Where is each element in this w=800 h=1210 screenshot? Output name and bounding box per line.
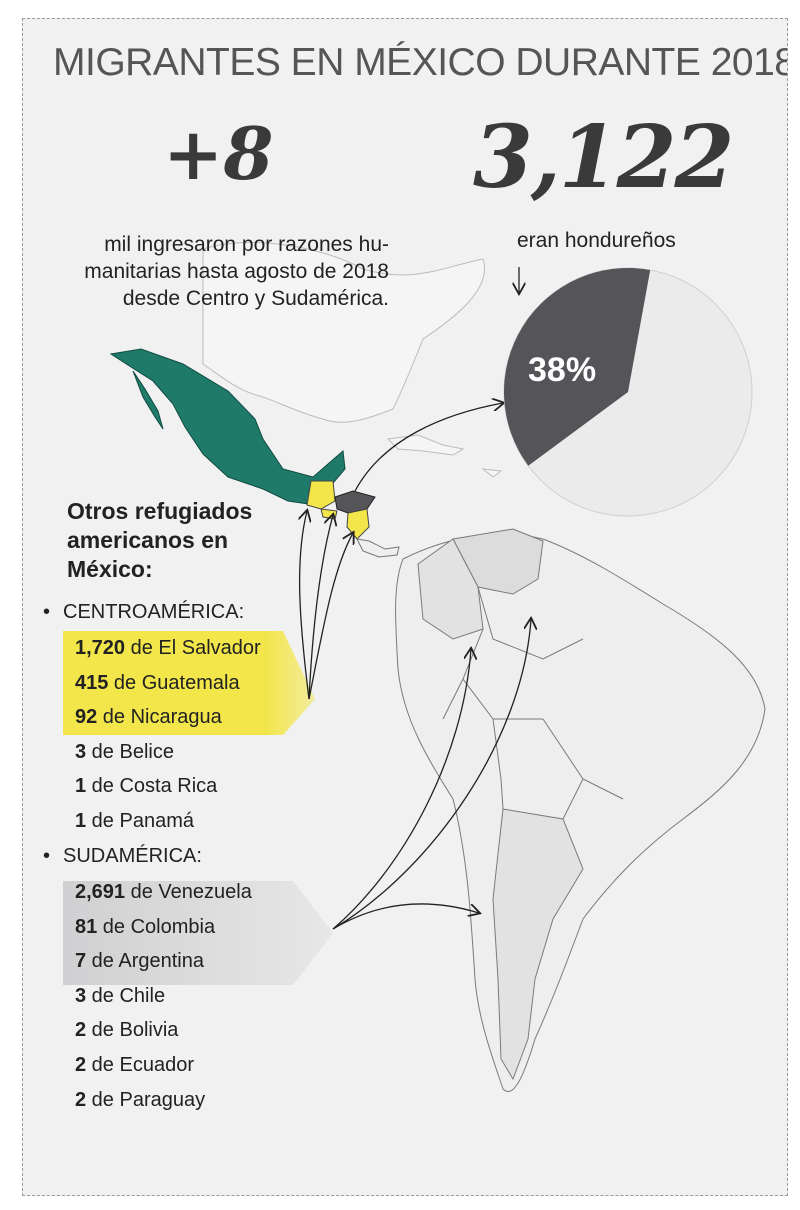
item-count: 7: [75, 950, 87, 973]
sidebar-title-line: Otros refugiados: [67, 498, 253, 524]
item-count: 1: [75, 810, 87, 832]
pie-percent-label: 38%: [528, 351, 597, 389]
sidebar-title-line: americanos en: [67, 527, 229, 553]
item-country: de Paraguay: [86, 1088, 206, 1111]
pie-slice-honduras: [503, 268, 651, 466]
item-count: 92: [75, 706, 98, 729]
list-item: 2,691 de Venezuela: [75, 880, 252, 904]
south-america-land: [395, 533, 766, 1092]
stat-total-description: mil ingresaron por razones hu- manitaria…: [39, 231, 389, 312]
list-item: 2 de Ecuador: [75, 1053, 194, 1077]
argentina-shape: [492, 808, 584, 1081]
list-item: 81 de Colombia: [75, 915, 215, 939]
honduras-shape: [334, 490, 376, 514]
costa-rica-panama-shape: [356, 538, 400, 558]
infographic-title: MIGRANTES EN MÉXICO DURANTE 2018: [53, 41, 788, 84]
arrow-sa-venezuela: [332, 619, 531, 930]
list-item: 2 de Bolivia: [75, 1018, 178, 1042]
item-count: 2,691: [75, 881, 126, 903]
arrow-ca-2: [308, 515, 333, 700]
country-borders: [442, 586, 624, 820]
section-sudamerica: • SUDAMÉRICA:: [43, 845, 202, 868]
list-item: 3 de Belice: [75, 740, 174, 764]
nicaragua-shape: [346, 508, 370, 540]
stat-total-value: +8: [163, 111, 274, 196]
item-count: 415: [75, 671, 109, 694]
list-item: 415 de Guatemala: [75, 671, 240, 695]
item-country: de Ecuador: [86, 1054, 194, 1076]
honduras-label: eran hondureños: [517, 229, 676, 252]
item-country: de Panamá: [86, 810, 194, 832]
section-heading: CENTROAMÉRICA:: [63, 601, 245, 623]
north-america-land: [202, 242, 486, 423]
guatemala-shape: [306, 480, 336, 510]
item-country: de Nicaragua: [97, 706, 222, 729]
list-item: 1 de Costa Rica: [75, 774, 217, 798]
description-line: desde Centro y Sudamérica.: [122, 287, 389, 310]
description-line: manitarias hasta agosto de 2018: [84, 260, 389, 283]
section-heading: SUDAMÉRICA:: [63, 845, 202, 867]
item-country: de Colombia: [97, 915, 216, 938]
item-country: de Bolivia: [86, 1019, 179, 1042]
item-count: 3: [75, 740, 87, 763]
infographic-frame: MIGRANTES EN MÉXICO DURANTE 2018 +8 3,12…: [22, 18, 788, 1196]
item-country: de Venezuela: [125, 881, 252, 903]
arrow-honduras-pie: [354, 403, 503, 492]
highlight-band-gray: [63, 881, 333, 985]
sidebar-title-line: México:: [67, 556, 153, 582]
list-item: 1 de Panamá: [75, 809, 194, 833]
arrow-sa-argentina: [332, 903, 479, 930]
honduras-pie-chart: [503, 267, 753, 517]
el-salvador-shape: [320, 508, 338, 520]
description-line: mil ingresaron por razones hu-: [104, 233, 389, 256]
item-count: 2: [75, 1054, 87, 1076]
item-count: 1: [75, 775, 87, 798]
list-item: 3 de Chile: [75, 984, 165, 1008]
list-item: 2 de Paraguay: [75, 1088, 205, 1112]
item-country: de Chile: [86, 984, 166, 1007]
item-count: 3: [75, 984, 87, 1007]
section-centroamerica: • CENTROAMÉRICA:: [43, 601, 244, 624]
highlight-band-yellow: [63, 631, 315, 735]
item-country: de Costa Rica: [86, 775, 218, 798]
bullet: •: [43, 845, 51, 867]
item-count: 81: [75, 915, 98, 938]
arrow-sa-colombia: [332, 649, 471, 930]
item-country: de Belice: [86, 740, 174, 763]
caribbean-islands: [386, 434, 503, 478]
list-item: 92 de Nicaragua: [75, 705, 222, 729]
stat-honduras-value: 3,122: [473, 107, 734, 208]
item-count: 2: [75, 1088, 87, 1111]
americas-map: [63, 242, 766, 1092]
item-count: 2: [75, 1019, 87, 1042]
item-country: de El Salvador: [125, 637, 261, 659]
bullet: •: [43, 601, 51, 623]
item-country: de Guatemala: [108, 671, 240, 694]
item-country: de Argentina: [86, 950, 204, 973]
arrow-ca-3: [308, 533, 353, 700]
arrow-ca-1: [300, 511, 309, 700]
list-item: 1,720 de El Salvador: [75, 636, 261, 660]
sidebar-title: Otros refugiados americanos en México:: [67, 497, 252, 584]
item-count: 1,720: [75, 637, 126, 659]
list-item: 7 de Argentina: [75, 949, 204, 973]
